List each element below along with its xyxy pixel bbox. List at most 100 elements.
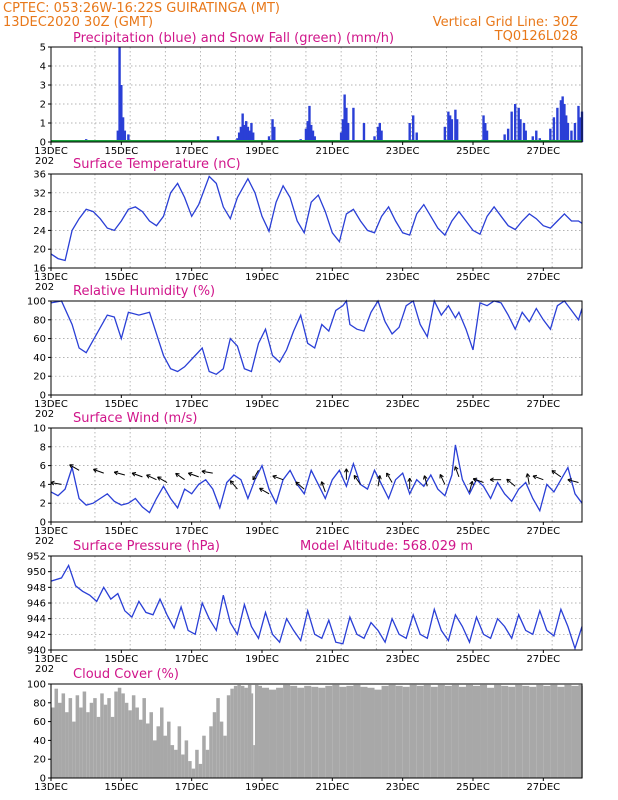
precip-bar	[564, 115, 568, 142]
cloud-bar	[198, 763, 203, 778]
temp-year-label: 202	[35, 282, 54, 293]
wind-vector	[472, 477, 484, 483]
cloud-bar	[472, 685, 481, 778]
pressure-ytick-label: 940	[27, 646, 46, 657]
cloud-ytick-label: 40	[33, 736, 46, 747]
cloud-bar	[93, 698, 97, 778]
precip-bar	[248, 130, 251, 142]
cloud-bar	[416, 685, 424, 778]
cloud-bar	[230, 688, 234, 778]
precip-bar	[412, 115, 415, 142]
cloud-bar	[191, 768, 196, 778]
cloud-bar	[89, 702, 94, 778]
cloud-xtick-label: 25DEC	[456, 782, 490, 793]
cloud-bar	[209, 726, 213, 778]
cloud-bar	[216, 698, 220, 778]
cloud-bar	[529, 686, 537, 778]
cloud-bar	[578, 684, 582, 778]
wind-year-label: 202	[35, 536, 54, 547]
precip-bar	[447, 111, 450, 142]
rh-line	[50, 298, 583, 376]
cloud-bar	[212, 712, 217, 778]
precip-bar	[454, 109, 457, 142]
cloud-bar	[458, 686, 466, 778]
rh-xtick-label: 25DEC	[456, 399, 490, 410]
precip-ytick-label: 1	[40, 119, 46, 130]
cloud-bar	[402, 686, 410, 778]
cloud-bar	[515, 684, 523, 778]
rh-frame	[50, 300, 583, 396]
temp-xtick-label: 21DEC	[315, 272, 349, 283]
rh-title: Relative Humidity (%)	[73, 284, 215, 299]
cloud-bar	[395, 685, 403, 778]
precip-bar	[450, 119, 454, 142]
precip-xtick-label: 27DEC	[526, 146, 560, 157]
cloud-bar	[374, 689, 382, 778]
precip-xtick-label: 13DEC	[34, 146, 68, 157]
temp-xtick-label: 19DEC	[245, 272, 279, 283]
cloud-panel: Cloud Cover (%) 0 20 40 60 80 100 13DEC 15DEC 17D…	[27, 667, 583, 793]
cloud-bar	[332, 684, 340, 778]
precip-bar	[127, 134, 130, 142]
cloud-bar	[188, 761, 192, 778]
cloud-ytick-label: 60	[33, 717, 46, 728]
precip-bar	[237, 132, 241, 142]
wind-xtick-label: 23DEC	[386, 526, 420, 537]
cloud-bar	[124, 702, 129, 778]
precip-bar	[484, 123, 487, 142]
rh-year-label: 202	[35, 409, 54, 420]
precip-bar	[362, 123, 366, 142]
cloud-bar	[494, 684, 502, 778]
precip-bar	[311, 130, 315, 142]
precip-bar	[485, 130, 489, 142]
cloud-bar	[254, 684, 259, 778]
cloud-bar	[163, 735, 168, 778]
temp-xtick-label: 17DEC	[175, 272, 209, 283]
temp-xtick-label: 13DEC	[34, 272, 68, 283]
cloud-bar	[253, 745, 255, 778]
cloud-bar	[219, 721, 224, 778]
cloud-xtick-label: 15DEC	[104, 782, 138, 793]
wind-vector	[489, 477, 502, 483]
temp-title: Surface Temperature (nC)	[73, 157, 241, 172]
cloud-bar	[437, 684, 445, 778]
wind-xtick-label: 21DEC	[315, 526, 349, 537]
cloud-bar	[149, 712, 153, 778]
cloud-bar	[508, 686, 516, 778]
precip-bar	[443, 126, 447, 142]
precip-bar	[216, 136, 220, 142]
precip-bar	[531, 136, 534, 142]
cloud-frame	[50, 683, 583, 779]
cloud-bar	[152, 740, 157, 778]
wind-vector	[506, 478, 516, 487]
cloud-bar	[487, 687, 495, 778]
cloud-bar	[86, 712, 90, 778]
precip-bar	[577, 105, 580, 142]
precip-ytick-label: 3	[40, 81, 46, 92]
pressure-xtick-label: 27DEC	[526, 654, 560, 665]
cloud-bar	[571, 685, 579, 778]
pressure-line	[50, 563, 583, 651]
cloud-bar	[240, 685, 245, 778]
precip-bar	[116, 130, 120, 142]
cloud-bar	[480, 684, 488, 778]
wind-vector	[377, 475, 382, 487]
temp-frame	[50, 173, 583, 269]
rh-ytick-label: 20	[33, 372, 46, 383]
precip-bar	[448, 115, 452, 142]
pressure-xtick-label: 15DEC	[104, 654, 138, 665]
pressure-annotation: Model Altitude: 568.029 m	[300, 539, 473, 554]
pressure-xtick-label: 23DEC	[386, 654, 420, 665]
wind-vector	[201, 469, 213, 475]
cloud-bar	[202, 735, 206, 778]
temp-panel: Surface Temperature (nC) 16 20 24 28 32 36 13DE…	[33, 157, 583, 293]
pressure-ytick-label: 948	[27, 583, 46, 594]
cloud-xtick-label: 21DEC	[315, 782, 349, 793]
cloud-bar	[110, 716, 115, 778]
cloud-bar	[283, 684, 291, 778]
cloud-bar	[170, 745, 175, 778]
precip-bar	[573, 123, 577, 142]
precip-bar	[563, 104, 566, 142]
cloud-xtick-label: 27DEC	[526, 782, 560, 793]
